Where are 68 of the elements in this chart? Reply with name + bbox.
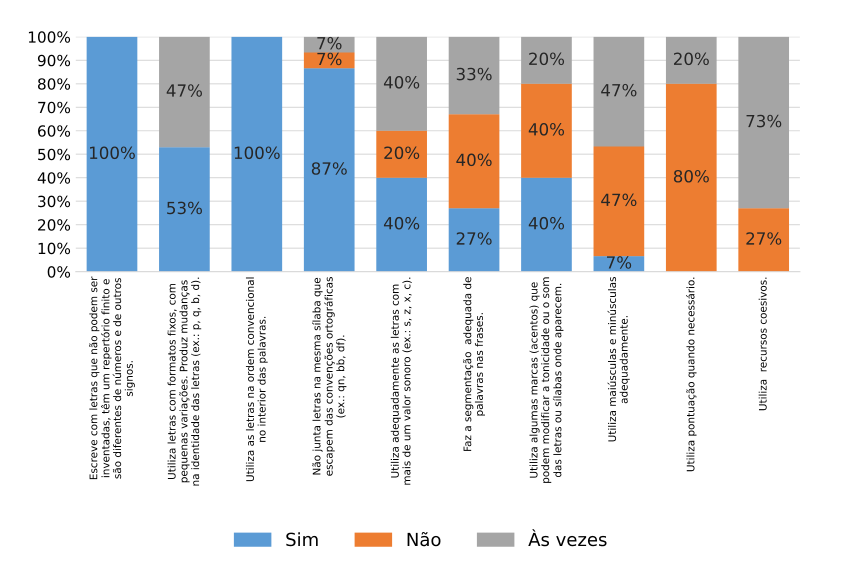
x-tick-label: Utiliza recursos coesivos. (758, 278, 767, 410)
data-label: 40% (384, 216, 420, 230)
bar (738, 36, 790, 208)
bar (231, 36, 282, 272)
x-tick-label: Utiliza pontuação quando necessário. (686, 278, 697, 472)
bar (448, 114, 500, 208)
y-tick-label: 90% (38, 54, 70, 66)
y-tick-label: 40% (38, 172, 70, 184)
bar (521, 178, 572, 272)
y-tick-label: 70% (38, 102, 70, 114)
data-label: 20% (674, 52, 709, 66)
data-label: 20% (529, 52, 564, 66)
bar (594, 36, 644, 146)
data-label: 80% (674, 170, 709, 183)
data-label: 7% (607, 256, 632, 269)
data-label: 20% (384, 146, 420, 160)
bar (448, 36, 500, 114)
y-tick-label: 30% (38, 196, 70, 208)
legend-label: Às vezes (528, 529, 607, 546)
data-label: 53% (167, 202, 202, 214)
bar (666, 84, 717, 272)
legend-label: Não (408, 532, 440, 546)
data-label: 100% (234, 146, 280, 160)
y-tick-label: 10% (38, 242, 70, 254)
bar (376, 178, 427, 272)
x-tick-label: Utiliza algumas marcas (acentos) que podem modificar a tonicidade ou o som das letras ou sílabas onde aparecem. (530, 277, 564, 483)
data-label: 47% (601, 194, 636, 206)
x-tick-label: Faz a segmentação adequada de palavras nas frases. (463, 277, 486, 451)
data-label: 7% (317, 52, 342, 66)
data-label: 100% (90, 146, 135, 160)
data-label: 73% (746, 114, 782, 128)
x-tick-label: Não junta letras na mesma sílaba que escapem das convenções ortográficas (ex.: qn, bb, df). (312, 277, 346, 476)
data-label: 33% (456, 68, 492, 80)
x-tick-label: Utiliza letras com formatos fixos, com pequenas variações. Produz mudanças na identidade das letras (ex.: p, q, b, d). (168, 278, 202, 486)
x-tick-label: Utiliza as letras na ordem convencional no interior das palavras. (246, 278, 268, 482)
data-label: 40% (528, 122, 564, 136)
bar (86, 36, 138, 272)
data-label: 7% (317, 36, 342, 50)
bar (159, 36, 210, 148)
bar (521, 84, 572, 178)
x-tick-label: Utiliza adequadamente as letras com mais de um valor sonoro (ex.: s, z, x, c). (390, 278, 412, 485)
data-label: 40% (384, 76, 420, 89)
bar (594, 146, 644, 256)
bar (738, 208, 790, 272)
data-label: 47% (166, 84, 202, 97)
bar (159, 147, 210, 272)
data-label: 27% (456, 232, 492, 245)
bar (304, 68, 355, 272)
data-label: 47% (601, 84, 636, 96)
y-tick-label: 60% (38, 125, 70, 137)
y-tick-label: 20% (38, 219, 70, 231)
y-tick-label: 80% (38, 78, 70, 90)
data-label: 87% (312, 162, 347, 175)
y-tick-label: 50% (38, 148, 70, 160)
bar (666, 36, 717, 84)
bar (304, 52, 355, 68)
x-tick-label: Escreve com letras que não podem ser inventadas, têm um repertório finito e são diferentes de números e de outros signos. (89, 276, 135, 480)
bar (376, 130, 427, 178)
bar (376, 36, 427, 131)
bar (448, 208, 500, 272)
bar (521, 36, 572, 84)
data-label: 40% (456, 154, 492, 166)
x-tick-label: Utiliza maiúsculas e minúsculas adequadamente. (608, 277, 630, 442)
y-tick-label: 100% (28, 31, 70, 43)
legend-label: Sim (286, 532, 318, 546)
data-label: 27% (746, 232, 782, 245)
data-label: 40% (528, 216, 564, 230)
y-tick-label: 0% (48, 266, 70, 278)
